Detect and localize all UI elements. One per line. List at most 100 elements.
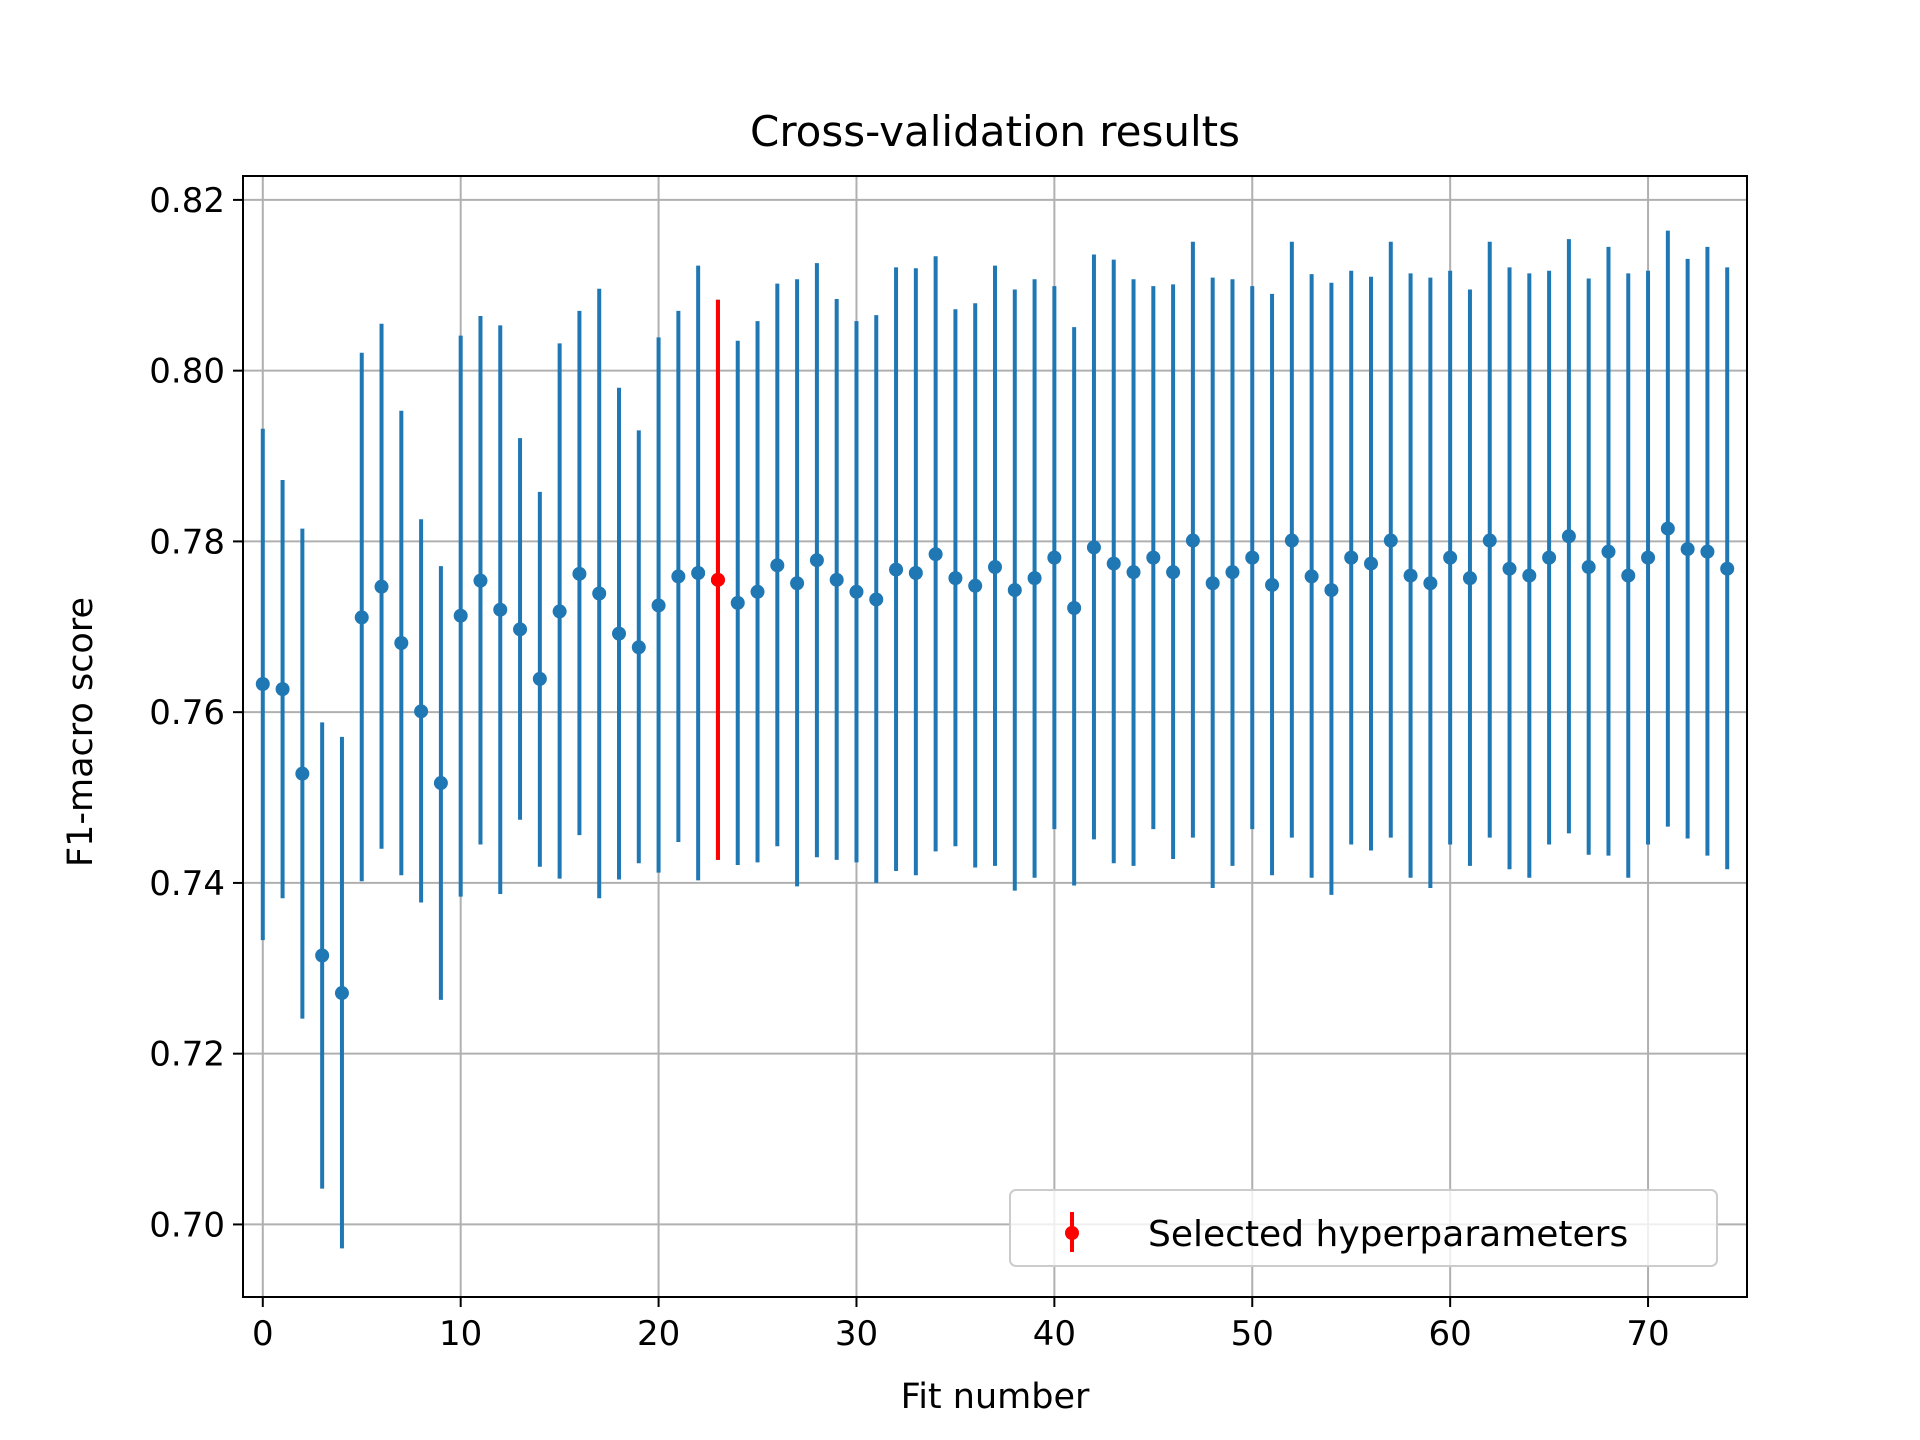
mean-point [631,640,646,655]
mean-point [968,578,983,593]
x-tick-label: 60 [1429,1314,1472,1354]
mean-point [532,671,547,686]
series-selected [710,299,725,860]
mean-point [1561,529,1576,544]
mean-point [1047,550,1062,565]
mean-point [1245,550,1260,565]
mean-point [1462,571,1477,586]
y-tick-label: 0.78 [149,522,225,562]
x-tick-label: 20 [637,1314,680,1354]
mean-point [1502,561,1517,576]
mean-point [1383,533,1398,548]
mean-point [1146,550,1161,565]
mean-point [394,636,409,651]
mean-point [1284,533,1299,548]
mean-point [889,562,904,577]
y-tick-label: 0.72 [149,1035,225,1075]
mean-point [1542,550,1557,565]
data-marks [255,230,1735,1249]
mean-point [1225,565,1240,580]
legend-box [1009,1189,1718,1267]
mean-point [928,547,943,562]
x-tick-label: 10 [439,1314,482,1354]
mean-point [334,986,349,1001]
mean-point [1641,550,1656,565]
mean-point [1522,568,1537,583]
mean-point [552,604,567,619]
y-axis-label: F1-macro score [61,597,101,867]
mean-point [1265,577,1280,592]
mean-point [790,576,805,591]
mean-point [592,586,607,601]
x-tick-label: 50 [1231,1314,1274,1354]
mean-point [354,610,369,625]
mean-point [1007,583,1022,598]
mean-point [1443,550,1458,565]
y-tick-label: 0.80 [149,352,225,392]
mean-point [770,558,785,573]
mean-point [1205,576,1220,591]
legend-label: Selected hyperparameters [1148,1214,1628,1255]
mean-point [433,776,448,791]
ticks: 0 10 20 30 40 50 60 70 0.70 0.72 0.74 0.76 0.78 0.80 0… [149,181,1669,1354]
mean-point [1086,540,1101,555]
mean-point [1601,544,1616,559]
mean-point [1304,569,1319,584]
mean-point [374,579,389,594]
mean-point [572,566,587,581]
mean-point [908,566,923,581]
mean-point [1344,550,1359,565]
mean-point [948,571,963,586]
mean-point [1185,533,1200,548]
mean-point [275,682,290,697]
legend-marker-point [1065,1226,1079,1240]
mean-point [651,598,666,613]
mean-point [1324,583,1339,598]
mean-point [710,572,725,587]
y-tick-label: 0.76 [149,693,225,733]
mean-point [1482,533,1497,548]
y-tick-label: 0.74 [149,864,225,904]
mean-point [513,622,528,637]
x-axis-label: Fit number [901,1377,1090,1417]
y-tick-label: 0.82 [149,181,225,221]
mean-point [315,948,330,963]
mean-point [1660,521,1675,536]
x-tick-label: 70 [1626,1314,1669,1354]
mean-point [1700,544,1715,559]
mean-point [1423,576,1438,591]
mean-point [1067,601,1082,616]
mean-point [671,569,686,584]
mean-point [453,608,468,623]
mean-point [255,676,270,691]
mean-point [1126,565,1141,580]
mean-point [295,766,310,781]
mean-point [1027,571,1042,586]
x-tick-label: 30 [835,1314,878,1354]
mean-point [1166,565,1181,580]
mean-point [750,584,765,599]
mean-point [1680,542,1695,557]
mean-point [1720,561,1735,576]
mean-point [809,553,824,568]
legend: Selected hyperparameters [1009,1189,1718,1267]
mean-point [612,626,626,641]
plot-frame [242,175,1748,1298]
mean-point [1621,568,1636,583]
mean-point [1364,556,1378,571]
mean-point [691,566,706,581]
x-tick-label: 0 [252,1314,274,1354]
mean-point [730,595,745,610]
mean-point [849,584,864,599]
mean-point [1403,568,1418,583]
chart-title: Cross-validation results [750,107,1240,156]
mean-point [1106,556,1121,571]
mean-point [829,572,844,587]
mean-point [988,560,1002,575]
mean-point [414,704,429,719]
mean-point [1581,560,1596,575]
x-tick-label: 40 [1033,1314,1076,1354]
mean-point [493,602,508,617]
y-tick-label: 0.70 [149,1205,225,1245]
